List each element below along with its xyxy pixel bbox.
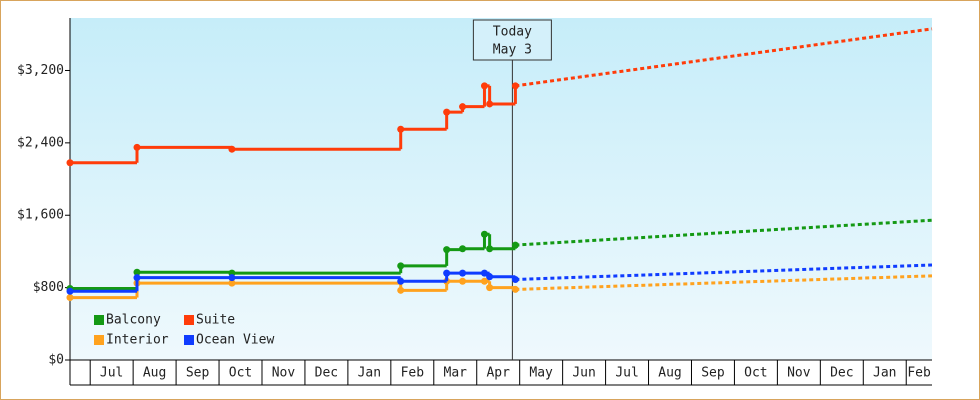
- today-label: May 3: [493, 43, 532, 58]
- step-point: [459, 269, 467, 277]
- x-tick-label: Dec: [830, 366, 853, 381]
- step-point: [443, 108, 451, 116]
- step-point: [133, 143, 141, 151]
- today-label: Today: [493, 25, 532, 40]
- step-point: [228, 279, 236, 287]
- legend-label: Ocean View: [196, 333, 274, 348]
- legend-swatch: [184, 315, 194, 325]
- x-tick-label: Jul: [100, 366, 123, 381]
- legend-swatch: [94, 335, 104, 345]
- step-point: [486, 284, 494, 292]
- x-tick-label: Nov: [272, 366, 296, 381]
- step-point: [397, 277, 405, 285]
- plot-area: [70, 18, 932, 360]
- x-tick-label: Aug: [658, 366, 681, 381]
- x-tick-label: Apr: [486, 366, 510, 381]
- x-tick-label: Nov: [787, 366, 811, 381]
- x-tick-label: Mar: [444, 366, 468, 381]
- step-point: [486, 100, 494, 108]
- step-point: [397, 262, 405, 270]
- legend-label: Suite: [196, 313, 235, 328]
- step-point: [443, 246, 451, 254]
- x-tick-label: Jul: [615, 366, 638, 381]
- step-point: [486, 245, 494, 253]
- y-tick-label: $2,400: [17, 135, 64, 150]
- step-point: [228, 274, 236, 282]
- step-point: [133, 274, 141, 282]
- x-tick-label: Sep: [186, 366, 210, 381]
- step-point: [480, 269, 488, 277]
- step-point: [66, 287, 74, 295]
- x-tick-label: Aug: [143, 366, 166, 381]
- legend-swatch: [184, 335, 194, 345]
- step-point: [397, 125, 405, 133]
- y-tick-label: $0: [48, 353, 64, 368]
- step-point: [480, 230, 488, 238]
- step-point: [133, 268, 141, 276]
- x-tick-label: Feb: [907, 366, 931, 381]
- x-tick-label: May: [529, 366, 553, 381]
- y-tick-label: $800: [33, 280, 64, 295]
- x-tick-label: Dec: [315, 366, 338, 381]
- x-tick-label: Sep: [701, 366, 725, 381]
- step-point: [397, 286, 405, 294]
- x-tick-label: Jun: [572, 366, 595, 381]
- x-tick-label: Jan: [358, 366, 381, 381]
- step-point: [66, 159, 74, 167]
- y-tick-label: $3,200: [17, 63, 64, 78]
- step-point: [443, 269, 451, 277]
- step-point: [459, 277, 467, 285]
- step-point: [480, 277, 488, 285]
- step-point: [459, 103, 467, 111]
- legend-swatch: [94, 315, 104, 325]
- y-tick-label: $1,600: [17, 208, 64, 223]
- legend-label: Balcony: [106, 313, 161, 328]
- step-point: [228, 145, 236, 153]
- step-point: [66, 294, 74, 302]
- x-tick-label: Oct: [229, 366, 252, 381]
- legend-label: Interior: [106, 333, 169, 348]
- step-point: [486, 273, 494, 281]
- step-point: [459, 245, 467, 253]
- today-box: [472, 19, 552, 61]
- x-tick-label: Jan: [873, 366, 896, 381]
- forecast-line: [515, 27, 933, 88]
- x-tick-label: Oct: [744, 366, 767, 381]
- x-tick-label: Feb: [401, 366, 425, 381]
- step-point: [480, 82, 488, 90]
